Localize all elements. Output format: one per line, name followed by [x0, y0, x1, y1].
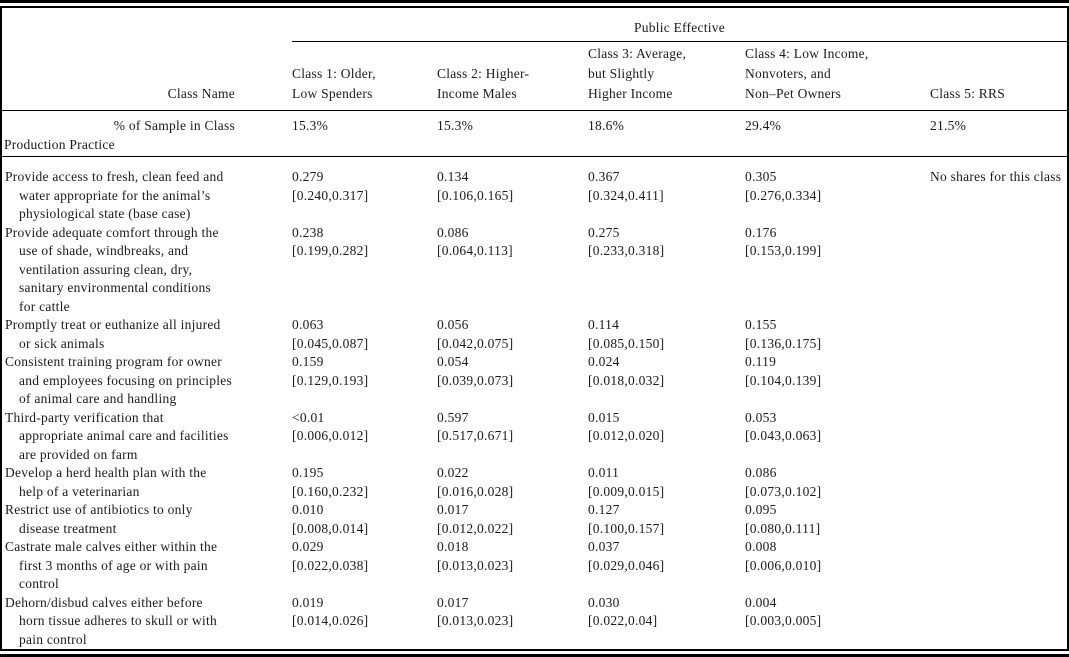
row-label: Restrict use of antibiotics to only dise… [5, 502, 193, 536]
sample-share-class1: 15.3% [292, 118, 329, 133]
column-header-class2: Class 2: Higher- Income Males [437, 66, 530, 101]
row-label: Provide access to fresh, clean feed and … [5, 169, 224, 221]
latent-class-table: Public Effective Class Name Class 1: Old… [0, 8, 1069, 649]
cell-class4: 0.095 [0.080,0.111] [745, 502, 821, 536]
row-label: Provide adequate comfort through the use… [5, 224, 219, 314]
row-label: Consistent training program for owner an… [5, 354, 232, 406]
table-rows: Provide access to fresh, clean feed and … [2, 157, 1067, 649]
cell-class4: 0.008 [0.006,0.010] [745, 539, 822, 573]
cell-class1: 0.279 [0.240,0.317] [292, 169, 369, 203]
column-header-row: Class Name Class 1: Older, Low Spenders … [2, 42, 1067, 111]
cell-class1: 0.238 [0.199,0.282] [292, 224, 369, 259]
cell-class5 [930, 594, 1067, 650]
cell-class1: 0.063 [0.045,0.087] [292, 317, 369, 351]
span-header-row: Public Effective [2, 8, 1067, 42]
sample-share-class5: 21.5% [930, 118, 967, 133]
table-row: Dehorn/disbud calves either before horn … [2, 594, 1067, 650]
cell-class2: 0.054 [0.039,0.073] [437, 354, 514, 388]
sample-share-class4: 29.4% [745, 118, 782, 133]
cell-class3: 0.030 [0.022,0.04] [588, 594, 658, 629]
cell-class3: 0.127 [0.100,0.157] [588, 502, 665, 536]
cell-class4: 0.004 [0.003,0.005] [745, 594, 822, 629]
cell-class5 [930, 464, 1067, 501]
sample-share-class2: 15.3% [437, 118, 474, 133]
cell-class4: 0.053 [0.043,0.063] [745, 409, 822, 444]
cell-class4: 0.176 [0.153,0.199] [745, 224, 822, 259]
cell-class1: 0.010 [0.008,0.014] [292, 502, 369, 536]
cell-class3: 0.275 [0.233,0.318] [588, 224, 665, 259]
sample-share-row: % of Sample in Class 15.3% 15.3% 18.6% 2… [2, 116, 1067, 135]
column-header-class4: Class 4: Low Income, Nonvoters, and Non–… [745, 46, 869, 101]
cell-class4: 0.119 [0.104,0.139] [745, 354, 822, 388]
sample-share-label: % of Sample in Class [113, 118, 235, 133]
row-label: Promptly treat or euthanize all injured … [5, 317, 221, 351]
cell-class5 [930, 501, 1067, 538]
table-row: Castrate male calves either within the f… [2, 538, 1067, 594]
sample-share-block: % of Sample in Class 15.3% 15.3% 18.6% 2… [2, 111, 1067, 157]
section-label-production-practice: Production Practice [4, 137, 115, 152]
column-header-class1: Class 1: Older, Low Spenders [292, 66, 376, 101]
cell-class2: 0.022 [0.016,0.028] [437, 465, 514, 499]
table-row: Restrict use of antibiotics to only dise… [2, 501, 1067, 538]
cell-class2: 0.134 [0.106,0.165] [437, 169, 514, 203]
column-header-class3: Class 3: Average, but Slightly Higher In… [588, 46, 687, 101]
cell-class5 [930, 538, 1067, 594]
row-label: Third-party verification that appropriat… [5, 409, 229, 462]
table-row: Develop a herd health plan with the help… [2, 464, 1067, 501]
cell-class2: 0.597 [0.517,0.671] [437, 409, 514, 444]
cell-class5: No shares for this class [930, 169, 1062, 184]
cell-class4: 0.086 [0.073,0.102] [745, 465, 822, 499]
row-label: Develop a herd health plan with the help… [5, 465, 207, 499]
cell-class1: 0.029 [0.022,0.038] [292, 539, 369, 573]
table-bottom-double-rule [0, 649, 1069, 657]
span-header-public-effective: Public Effective [292, 20, 1067, 42]
row-label: Castrate male calves either within the f… [5, 539, 218, 591]
cell-class4: 0.305 [0.276,0.334] [745, 169, 822, 203]
cell-class2: 0.018 [0.013,0.023] [437, 539, 514, 573]
cell-class2: 0.056 [0.042,0.075] [437, 317, 514, 351]
table-row: Provide access to fresh, clean feed and … [2, 168, 1067, 224]
table-top-double-rule [0, 0, 1069, 8]
cell-class2: 0.017 [0.012,0.022] [437, 502, 514, 536]
table-row: Consistent training program for owner an… [2, 353, 1067, 409]
cell-class3: 0.037 [0.029,0.046] [588, 539, 665, 573]
cell-class3: 0.114 [0.085,0.150] [588, 317, 665, 351]
table-row: Third-party verification that appropriat… [2, 409, 1067, 465]
cell-class5 [930, 353, 1067, 409]
cell-class5 [930, 224, 1067, 317]
column-header-class-name: Class Name [167, 86, 235, 101]
table-row: Promptly treat or euthanize all injured … [2, 316, 1067, 353]
cell-class4: 0.155 [0.136,0.175] [745, 317, 822, 351]
cell-class3: 0.015 [0.012,0.020] [588, 409, 665, 444]
cell-class5 [930, 409, 1067, 465]
column-header-class5: Class 5: RRS [930, 86, 1006, 101]
cell-class2: 0.017 [0.013,0.023] [437, 594, 514, 629]
sample-share-class3: 18.6% [588, 118, 625, 133]
row-label: Dehorn/disbud calves either before horn … [5, 594, 217, 647]
cell-class1: 0.019 [0.014,0.026] [292, 594, 369, 629]
cell-class5 [930, 316, 1067, 353]
cell-class3: 0.024 [0.018,0.032] [588, 354, 665, 388]
cell-class2: 0.086 [0.064,0.113] [437, 224, 513, 259]
cell-class3: 0.011 [0.009,0.015] [588, 465, 665, 499]
cell-class1: 0.159 [0.129,0.193] [292, 354, 369, 388]
cell-class3: 0.367 [0.324,0.411] [588, 169, 664, 203]
cell-class1: 0.195 [0.160,0.232] [292, 465, 369, 499]
cell-class1: <0.01 [0.006,0.012] [292, 409, 369, 444]
table-row: Provide adequate comfort through the use… [2, 224, 1067, 317]
